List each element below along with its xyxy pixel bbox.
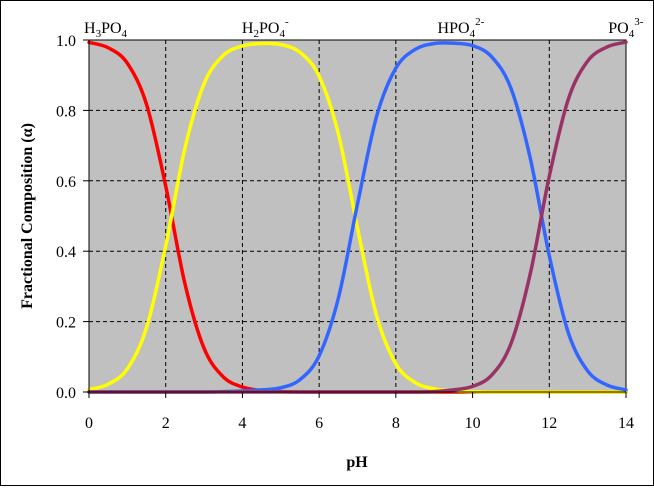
y-tick-label: 0.0 — [56, 385, 76, 402]
x-tick-label: 0 — [85, 415, 93, 432]
species-label-3: PO43- — [608, 16, 643, 40]
x-tick-label: 10 — [465, 415, 481, 432]
y-tick-label: 0.6 — [56, 174, 76, 191]
species-label-0: H3PO4 — [84, 20, 128, 40]
y-axis-title: Fractional Composition (α) — [19, 123, 36, 309]
species-label-layer: H3PO4 H2PO4- HPO42- PO43- — [84, 16, 644, 40]
grid-layer — [89, 40, 626, 392]
tick-layer: 0 2 4 6 8 10 12 14 0.0 0.2 0.4 0.6 0.8 1.0 — [56, 33, 634, 432]
x-tick-label: 4 — [238, 415, 246, 432]
species-label-1: H2PO4- — [242, 16, 289, 40]
species-label-2: HPO42- — [438, 16, 485, 40]
y-tick-label: 0.8 — [56, 103, 76, 120]
y-tick-label: 0.4 — [56, 244, 76, 261]
x-tick-label: 8 — [392, 415, 400, 432]
x-tick-label: 2 — [162, 415, 170, 432]
x-tick-label: 6 — [315, 415, 323, 432]
x-tick-label: 14 — [618, 415, 634, 432]
x-axis-title: pH — [346, 454, 368, 471]
y-tick-label: 0.2 — [56, 315, 76, 332]
x-tick-label: 12 — [541, 415, 557, 432]
y-tick-label: 1.0 — [56, 33, 76, 50]
plot-area — [88, 39, 627, 393]
